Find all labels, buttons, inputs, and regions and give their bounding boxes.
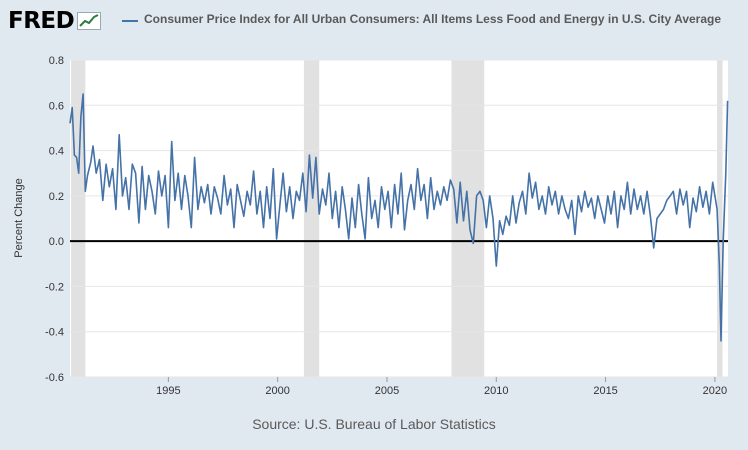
y-tick-label: -0.6: [45, 372, 64, 384]
recession-band: [303, 60, 320, 377]
x-tick-label: 2005: [375, 385, 399, 397]
fred-logo[interactable]: FRED: [8, 6, 102, 36]
y-tick-label: -0.2: [45, 281, 64, 293]
chart-header: FRED Consumer Price Index for All Urban …: [0, 0, 748, 50]
legend-series-label: Consumer Price Index for All Urban Consu…: [144, 12, 722, 26]
y-axis-ticks: -0.6 -0.4 -0.2 0.0 0.2 0.4 0.6 0.8: [45, 55, 64, 384]
source-note: Source: U.S. Bureau of Labor Statistics: [252, 416, 496, 432]
trend-graph-icon: [77, 12, 102, 30]
x-tick-label: 2000: [265, 385, 289, 397]
x-tick-label: 2020: [703, 385, 727, 397]
x-tick-label: 1995: [156, 385, 180, 397]
y-tick-label: 0.2: [49, 191, 64, 203]
fred-logo-text: FRED: [8, 8, 75, 34]
recession-bands: [71, 60, 723, 377]
y-tick-label: 0.6: [49, 100, 64, 112]
x-axis-ticks: 1995 2000 2005 2010 2015 2020: [156, 377, 727, 397]
legend-swatch: [122, 20, 138, 22]
y-tick-label: -0.4: [45, 327, 64, 339]
x-tick-label: 2015: [593, 385, 617, 397]
x-tick-label: 2010: [484, 385, 508, 397]
chart-legend[interactable]: Consumer Price Index for All Urban Consu…: [122, 12, 722, 27]
line-chart[interactable]: -0.6 -0.4 -0.2 0.0 0.2 0.4 0.6 0.8 1995 2000 2005…: [0, 0, 748, 410]
series-line[interactable]: [69, 93, 729, 342]
y-axis-label: Percent Change: [13, 178, 25, 258]
recession-band: [71, 60, 86, 377]
y-tick-label: 0.4: [49, 146, 64, 158]
y-tick-label: 0.0: [49, 236, 64, 248]
y-tick-label: 0.8: [49, 55, 64, 67]
recession-band: [717, 60, 723, 377]
